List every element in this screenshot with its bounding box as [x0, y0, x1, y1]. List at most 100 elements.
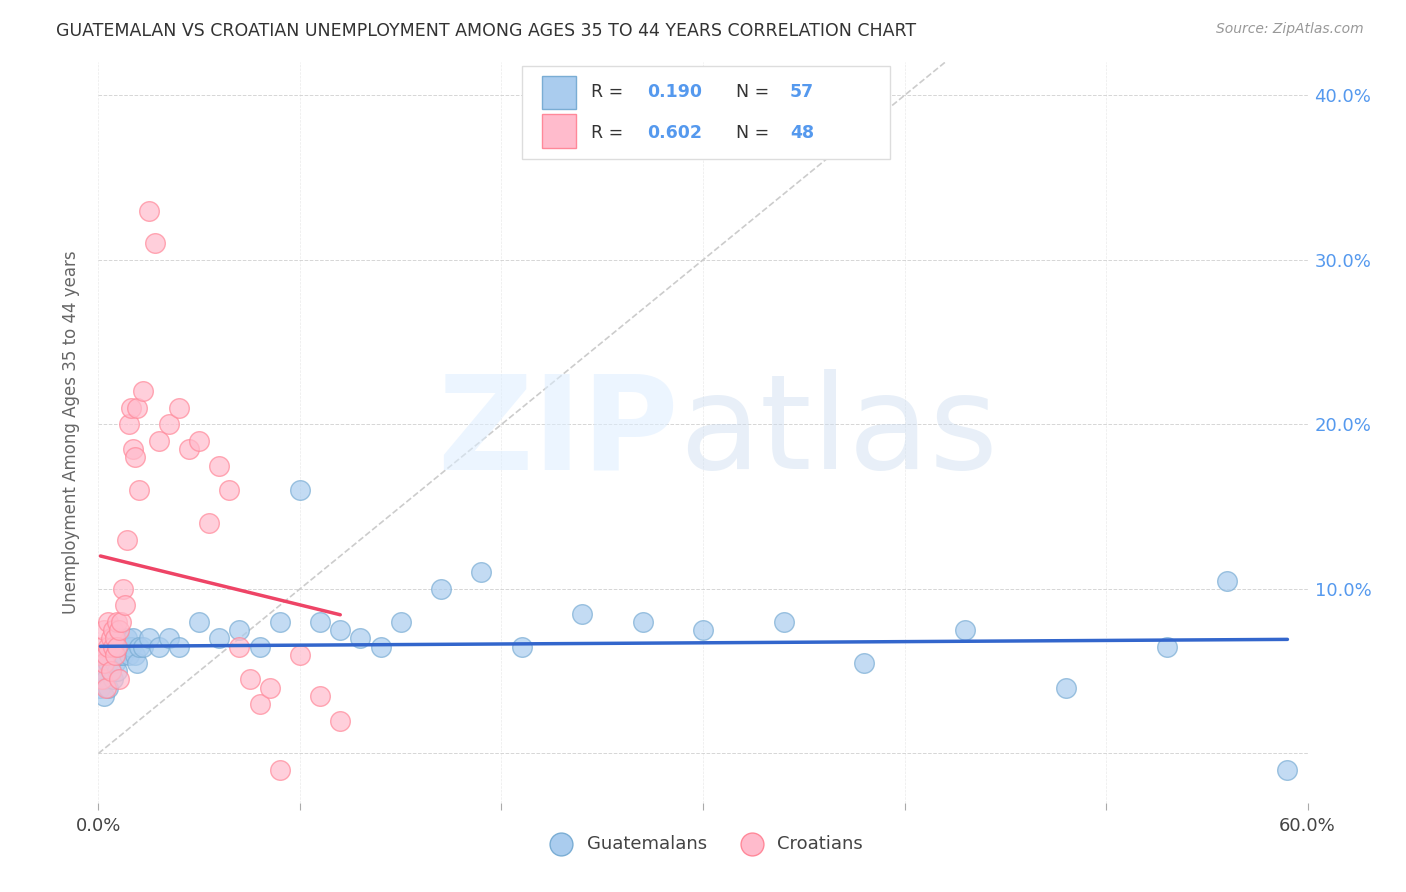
Point — [249, 640, 271, 654]
Point — [157, 417, 180, 432]
Point — [115, 533, 138, 547]
Text: 57: 57 — [790, 83, 814, 101]
Point — [1216, 574, 1239, 588]
Point — [115, 632, 138, 646]
Text: Source: ZipAtlas.com: Source: ZipAtlas.com — [1216, 22, 1364, 37]
Point — [96, 648, 118, 662]
Point — [120, 401, 142, 415]
Point — [93, 623, 115, 637]
Point — [953, 623, 976, 637]
Point — [121, 632, 143, 646]
Point — [97, 615, 120, 629]
Point — [101, 648, 124, 662]
Point — [309, 689, 332, 703]
Text: 0.602: 0.602 — [647, 124, 703, 142]
Point — [128, 640, 150, 654]
Point — [105, 664, 128, 678]
Point — [329, 623, 352, 637]
Point — [111, 648, 134, 662]
Point — [93, 689, 115, 703]
Point — [208, 632, 231, 646]
Point — [124, 450, 146, 465]
Point — [853, 656, 876, 670]
Point — [121, 442, 143, 456]
Point — [218, 483, 240, 498]
Point — [288, 483, 311, 498]
Point — [100, 664, 122, 678]
Text: N =: N = — [735, 124, 775, 142]
Point — [96, 648, 118, 662]
Point — [89, 681, 111, 695]
Point — [101, 623, 124, 637]
Point — [470, 566, 492, 580]
Point — [91, 640, 114, 654]
Point — [125, 401, 148, 415]
Point — [132, 640, 155, 654]
Y-axis label: Unemployment Among Ages 35 to 44 years: Unemployment Among Ages 35 to 44 years — [62, 251, 80, 615]
Point — [430, 582, 453, 596]
Point — [631, 615, 654, 629]
Point — [100, 648, 122, 662]
Point — [107, 623, 129, 637]
Text: R =: R = — [591, 83, 628, 101]
Point — [132, 384, 155, 399]
Point — [208, 458, 231, 473]
Point — [179, 442, 201, 456]
Point — [110, 615, 132, 629]
FancyBboxPatch shape — [543, 114, 576, 147]
Point — [107, 648, 129, 662]
Text: ZIP: ZIP — [437, 369, 679, 496]
FancyBboxPatch shape — [543, 76, 576, 109]
Point — [143, 236, 166, 251]
Point — [100, 632, 122, 646]
Text: N =: N = — [735, 83, 775, 101]
Point — [349, 632, 371, 646]
Point — [124, 648, 146, 662]
Point — [97, 640, 120, 654]
Point — [97, 656, 120, 670]
Point — [309, 615, 332, 629]
Point — [96, 673, 118, 687]
Point — [148, 434, 170, 448]
Point — [93, 656, 115, 670]
Point — [101, 640, 124, 654]
Point — [692, 623, 714, 637]
Point — [157, 632, 180, 646]
Point — [101, 673, 124, 687]
Text: GUATEMALAN VS CROATIAN UNEMPLOYMENT AMONG AGES 35 TO 44 YEARS CORRELATION CHART: GUATEMALAN VS CROATIAN UNEMPLOYMENT AMON… — [56, 22, 917, 40]
Point — [120, 640, 142, 654]
Point — [128, 483, 150, 498]
Point — [89, 648, 111, 662]
Point — [103, 632, 125, 646]
Point — [228, 623, 250, 637]
Point — [114, 640, 136, 654]
Point — [1054, 681, 1077, 695]
Point — [138, 632, 160, 646]
Text: 48: 48 — [790, 124, 814, 142]
Point — [107, 632, 129, 646]
Point — [103, 640, 125, 654]
Point — [510, 640, 533, 654]
Text: 0.190: 0.190 — [647, 83, 703, 101]
Point — [105, 648, 128, 662]
Point — [148, 640, 170, 654]
Point — [93, 648, 115, 662]
Point — [100, 664, 122, 678]
Text: atlas: atlas — [679, 369, 998, 496]
Point — [188, 434, 211, 448]
Point — [103, 648, 125, 662]
Point — [269, 763, 291, 777]
Point — [167, 401, 190, 415]
Point — [125, 656, 148, 670]
Point — [1277, 763, 1299, 777]
Point — [188, 615, 211, 629]
Point — [259, 681, 281, 695]
Point — [288, 648, 311, 662]
Point — [329, 714, 352, 728]
Point — [118, 648, 141, 662]
Point — [198, 516, 221, 530]
Point — [167, 640, 190, 654]
Point — [114, 599, 136, 613]
Point — [239, 673, 262, 687]
Text: R =: R = — [591, 124, 628, 142]
